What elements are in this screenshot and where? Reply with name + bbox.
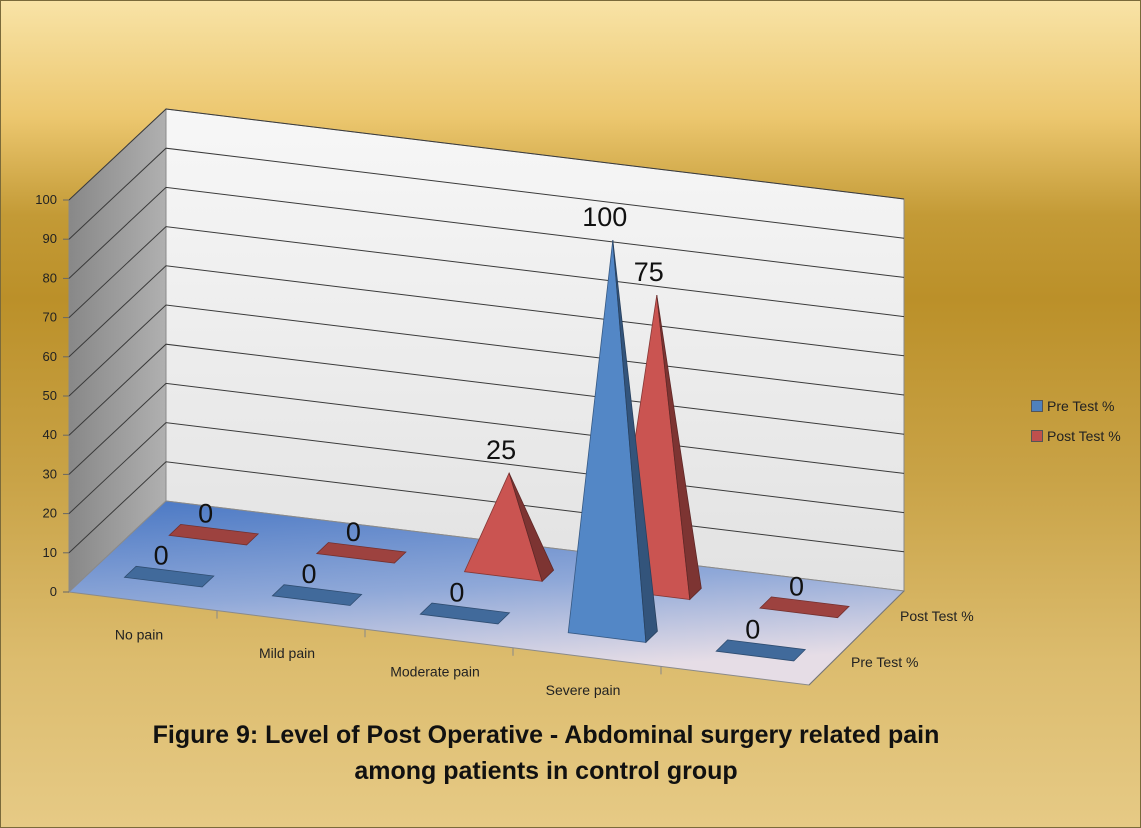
- pyramid-post-1: [315, 542, 407, 564]
- depth-axis-line: [808, 590, 905, 686]
- category-label: Moderate pain: [390, 664, 480, 680]
- y-tick-label: 80: [43, 270, 57, 285]
- pyramid-pre-1: [271, 584, 363, 606]
- legend-swatch-post: [1031, 430, 1043, 442]
- pyramid-pre-2: [419, 602, 511, 625]
- data-label: 0: [789, 571, 804, 601]
- data-label: 100: [582, 202, 627, 232]
- pyramid-pre-3: [567, 239, 658, 644]
- plot-marks: [123, 239, 850, 662]
- depth-label: Pre Test %: [851, 654, 918, 670]
- y-tick-label: 20: [43, 506, 57, 521]
- depth-label: Post Test %: [900, 608, 974, 624]
- y-tick-label: 40: [43, 427, 57, 442]
- legend-label-post: Post Test %: [1047, 428, 1121, 444]
- data-label: 0: [154, 541, 169, 571]
- gridline: [68, 108, 905, 201]
- y-tick-label: 0: [50, 584, 57, 599]
- y-tick-label: 10: [43, 545, 57, 560]
- flat-marker: [168, 523, 260, 546]
- gridline: [68, 186, 905, 279]
- data-label: 75: [634, 257, 664, 287]
- data-label: 0: [302, 559, 317, 589]
- flat-marker: [715, 639, 807, 662]
- flat-marker: [123, 565, 215, 588]
- pyramid-pre-0: [123, 565, 215, 588]
- data-label: 25: [486, 435, 516, 465]
- x-axis: No pain Mild pain Moderate pain Severe pain: [115, 610, 662, 698]
- y-tick-label: 70: [43, 310, 57, 325]
- category-label: Mild pain: [259, 645, 315, 661]
- pyramid-side-face: [612, 239, 658, 644]
- pyramid-side-face: [656, 295, 702, 601]
- gridline: [68, 226, 905, 318]
- pyramid-pre-4: [715, 639, 807, 662]
- y-tick-label: 30: [43, 466, 57, 481]
- category-label: No pain: [115, 626, 163, 642]
- data-label: 0: [346, 517, 361, 547]
- pyramid-post-2: [463, 471, 555, 583]
- legend-label-pre: Pre Test %: [1047, 398, 1115, 414]
- category-label: Severe pain: [546, 682, 621, 698]
- caption-line-1: Figure 9: Level of Post Operative - Abdo…: [152, 721, 940, 749]
- data-label: 0: [449, 578, 464, 608]
- flat-marker: [759, 596, 850, 619]
- pyramid-post-4: [759, 596, 850, 619]
- legend: Pre Test % Post Test %: [1031, 391, 1121, 451]
- y-tick-label: 90: [43, 231, 57, 246]
- y-tick-label: 100: [35, 192, 57, 207]
- flat-marker: [315, 542, 407, 564]
- data-label: 0: [198, 499, 213, 529]
- data-label: 0: [745, 614, 760, 644]
- flat-marker: [271, 584, 363, 606]
- y-axis: 0 10 20 30 40 50 60 70 80 90 100: [35, 192, 69, 599]
- legend-swatch-pre: [1031, 400, 1043, 412]
- depth-axis: Pre Test % Post Test %: [808, 590, 974, 686]
- legend-item-pre: Pre Test %: [1031, 391, 1121, 421]
- y-tick-label: 60: [43, 349, 57, 364]
- pyramid-side-face: [508, 472, 555, 583]
- y-tick-label: 50: [43, 388, 57, 403]
- gridline: [68, 147, 905, 240]
- pyramid-post-0: [168, 523, 260, 546]
- figure-caption: Figure 9: Level of Post Operative - Abdo…: [91, 717, 1001, 789]
- flat-marker: [419, 602, 511, 625]
- legend-item-post: Post Test %: [1031, 421, 1121, 451]
- caption-line-2: among patients in control group: [354, 757, 738, 785]
